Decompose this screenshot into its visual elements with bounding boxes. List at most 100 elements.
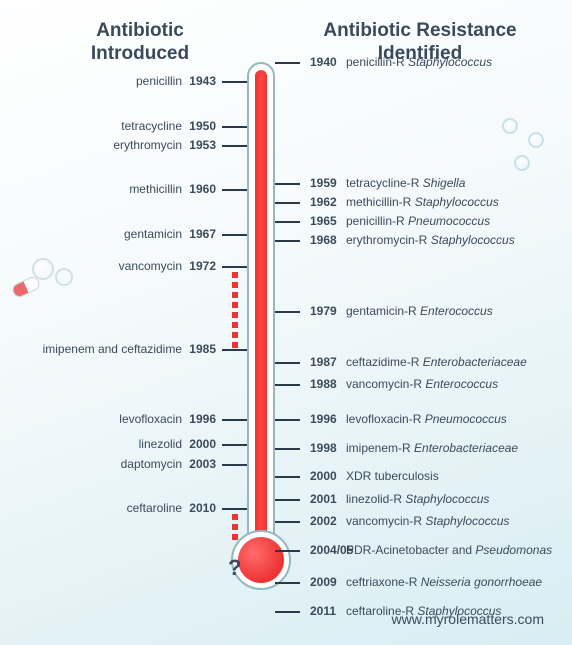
resistance-name: tetracycline-R Shigella: [346, 176, 465, 190]
tick: [275, 362, 300, 364]
resistance-name: levofloxacin-R Pneumococcus: [346, 412, 507, 426]
resistance-name: penicillin-R Pneumococcus: [346, 214, 490, 228]
tick: [275, 384, 300, 386]
timeline: 1943penicillin1950tetracycline1953erythr…: [0, 62, 572, 540]
resistance-row: 1987 ceftazidime-R Enterobacteriaceae: [0, 355, 572, 369]
resistance-name: vancomycin-R Enterococcus: [346, 377, 498, 391]
resistance-name: PDR-Acinetobacter and Pseudomonas: [346, 543, 552, 557]
tick: [222, 349, 247, 351]
resistance-row: 2004/05PDR-Acinetobacter and Pseudomonas: [0, 543, 572, 557]
resistance-name: gentamicin-R Enterococcus: [346, 304, 493, 318]
organism-name: Shigella: [423, 176, 466, 190]
organism-name: Pneumococcus: [425, 412, 507, 426]
year-label: 2002: [310, 514, 337, 528]
resistance-name: XDR tuberculosis: [346, 469, 439, 483]
introduced-row: 1943penicillin: [0, 74, 572, 88]
year-label: 1965: [310, 214, 337, 228]
resistance-name: ceftazidime-R Enterobacteriaceae: [346, 355, 527, 369]
tick: [222, 81, 247, 83]
year-label: 2011: [310, 604, 336, 618]
resistance-prefix: imipenem-R: [346, 441, 414, 455]
organism-name: Staphylococcus: [415, 195, 499, 209]
tick: [275, 499, 300, 501]
tick: [222, 266, 247, 268]
resistance-name: vancomycin-R Staphylococcus: [346, 514, 509, 528]
resistance-row: 1996 levofloxacin-R Pneumococcus: [0, 412, 572, 426]
organism-name: Neisseria gonorrhoeae: [421, 575, 542, 589]
water-drop-icon: [502, 118, 518, 134]
resistance-row: 2002 vancomycin-R Staphylococcus: [0, 514, 572, 528]
tick: [275, 311, 300, 313]
year-label: 2009: [310, 575, 337, 589]
resistance-row: 1962methicillin-R Staphylococcus: [0, 195, 572, 209]
tick: [222, 145, 247, 147]
resistance-row: 1988 vancomycin-R Enterococcus: [0, 377, 572, 391]
resistance-row: 1965 penicillin-R Pneumococcus: [0, 214, 572, 228]
tick: [275, 183, 300, 185]
resistance-prefix: levofloxacin-R: [346, 412, 425, 426]
year-label: 1959: [310, 176, 337, 190]
resistance-name: penicillin-R Staphylococcus: [346, 55, 492, 69]
organism-name: Pneumococcus: [408, 214, 490, 228]
organism-name: Enterococcus: [420, 304, 493, 318]
year-label: 1953: [189, 138, 216, 152]
resistance-prefix: linezolid-R: [346, 492, 405, 506]
year-label: 1987: [310, 355, 337, 369]
tick: [275, 62, 300, 64]
organism-name: Pseudomonas: [475, 543, 552, 557]
year-label: 1996: [310, 412, 337, 426]
resistance-prefix: ceftriaxone-R: [346, 575, 421, 589]
water-drop-icon: [528, 132, 544, 148]
resistance-prefix: PDR-Acinetobacter and: [346, 543, 475, 557]
tick: [275, 611, 300, 613]
year-label: 1950: [189, 119, 216, 133]
resistance-row: 1998imipenem-R Enterobacteriaceae: [0, 441, 572, 455]
tick: [275, 419, 300, 421]
resistance-prefix: penicillin-R: [346, 55, 408, 69]
resistance-prefix: gentamicin-R: [346, 304, 420, 318]
organism-name: Enterobacteriaceae: [414, 441, 518, 455]
resistance-prefix: tetracycline-R: [346, 176, 423, 190]
resistance-prefix: XDR tuberculosis: [346, 469, 439, 483]
resistance-row: 1959 tetracycline-R Shigella: [0, 176, 572, 190]
tick: [275, 476, 300, 478]
tick: [275, 221, 300, 223]
organism-name: Staphylococcus: [405, 492, 489, 506]
tablet-icon: [32, 258, 54, 280]
year-label: 2000: [310, 469, 337, 483]
antibiotic-name: tetracycline: [121, 119, 182, 133]
resistance-name: erythromycin-R Staphylococcus: [346, 233, 515, 247]
resistance-name: imipenem-R Enterobacteriaceae: [346, 441, 518, 455]
resistance-row: 2009 ceftriaxone-R Neisseria gonorrhoeae: [0, 575, 572, 589]
organism-name: Staphylococcus: [431, 233, 515, 247]
resistance-name: linezolid-R Staphylococcus: [346, 492, 489, 506]
tick: [222, 126, 247, 128]
resistance-row: 1968 erythromycin-R Staphylococcus: [0, 233, 572, 247]
year-label: 1988: [310, 377, 337, 391]
antibiotic-name: penicillin: [136, 74, 182, 88]
resistance-prefix: ceftazidime-R: [346, 355, 423, 369]
drought-dash-band: [232, 272, 238, 349]
resistance-prefix: vancomycin-R: [346, 514, 425, 528]
year-label: 2001: [310, 492, 337, 506]
year-label: 1940: [310, 55, 337, 69]
organism-name: Staphylococcus: [408, 55, 492, 69]
organism-name: Enterobacteriaceae: [423, 355, 527, 369]
tablet-icon: [55, 268, 73, 286]
resistance-prefix: methicillin-R: [346, 195, 415, 209]
drought-dash-band: [232, 514, 238, 540]
resistance-name: ceftriaxone-R Neisseria gonorrhoeae: [346, 575, 542, 589]
tick: [275, 202, 300, 204]
tick: [275, 448, 300, 450]
introduced-row: 1950 tetracycline: [0, 119, 572, 133]
tick: [222, 508, 247, 510]
organism-name: Enterococcus: [425, 377, 498, 391]
tick: [275, 582, 300, 584]
resistance-row: 2001 linezolid-R Staphylococcus: [0, 492, 572, 506]
question-mark: ?: [228, 555, 241, 581]
introduced-row: 1953erythromycin: [0, 138, 572, 152]
resistance-row: 1940 penicillin-R Staphylococcus: [0, 55, 572, 69]
year-label: 1968: [310, 233, 337, 247]
resistance-prefix: penicillin-R: [346, 214, 408, 228]
antibiotic-name: vancomycin: [119, 259, 182, 273]
